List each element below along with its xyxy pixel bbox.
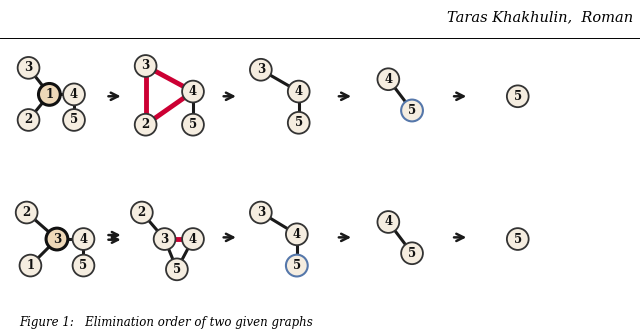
Circle shape	[288, 81, 310, 103]
Text: 3: 3	[141, 59, 150, 72]
Circle shape	[378, 68, 399, 90]
Text: 3: 3	[257, 63, 265, 76]
Circle shape	[288, 112, 310, 134]
Circle shape	[63, 83, 85, 105]
Circle shape	[135, 55, 157, 77]
Text: Figure 1:   Elimination order of two given graphs: Figure 1: Elimination order of two given…	[19, 316, 313, 329]
Text: 2: 2	[138, 206, 146, 219]
Text: 5: 5	[173, 263, 181, 276]
Text: 5: 5	[294, 116, 303, 129]
Circle shape	[401, 242, 423, 264]
Circle shape	[182, 114, 204, 135]
Circle shape	[182, 81, 204, 103]
Text: 5: 5	[70, 114, 78, 126]
Text: 5: 5	[514, 232, 522, 246]
Circle shape	[63, 109, 85, 131]
Text: 5: 5	[292, 259, 301, 272]
Text: 5: 5	[514, 90, 522, 103]
Text: 2: 2	[22, 206, 31, 219]
Text: 5: 5	[408, 247, 416, 260]
Circle shape	[166, 258, 188, 280]
Circle shape	[507, 85, 529, 107]
Text: 4: 4	[70, 88, 78, 101]
Circle shape	[72, 228, 94, 250]
Text: 4: 4	[384, 73, 392, 86]
Circle shape	[378, 211, 399, 233]
Circle shape	[18, 57, 40, 79]
Circle shape	[401, 100, 423, 122]
Text: 1: 1	[45, 88, 54, 101]
Circle shape	[154, 228, 175, 250]
Text: 4: 4	[79, 232, 88, 246]
Text: 4: 4	[189, 85, 197, 98]
Text: 3: 3	[161, 232, 169, 246]
Circle shape	[18, 109, 40, 131]
Circle shape	[46, 228, 68, 250]
Text: 3: 3	[257, 206, 265, 219]
Circle shape	[286, 255, 308, 277]
Text: 5: 5	[189, 118, 197, 131]
Text: 4: 4	[384, 215, 392, 228]
Text: 3: 3	[24, 61, 33, 74]
Text: 4: 4	[294, 85, 303, 98]
Text: 4: 4	[292, 228, 301, 241]
Text: 2: 2	[24, 114, 33, 126]
Circle shape	[250, 202, 272, 223]
Circle shape	[16, 202, 38, 223]
Circle shape	[250, 59, 272, 81]
Text: Taras Khakhulin,  Roman: Taras Khakhulin, Roman	[447, 10, 634, 24]
Circle shape	[182, 228, 204, 250]
Circle shape	[131, 202, 153, 223]
Circle shape	[20, 255, 42, 277]
Circle shape	[286, 223, 308, 245]
Circle shape	[507, 228, 529, 250]
Text: 5: 5	[408, 104, 416, 117]
Text: 2: 2	[141, 118, 150, 131]
Circle shape	[72, 255, 94, 277]
Text: 5: 5	[79, 259, 88, 272]
Text: 3: 3	[53, 232, 61, 246]
Circle shape	[38, 83, 60, 105]
Text: 4: 4	[189, 232, 197, 246]
Text: 1: 1	[26, 259, 35, 272]
Circle shape	[135, 114, 157, 135]
